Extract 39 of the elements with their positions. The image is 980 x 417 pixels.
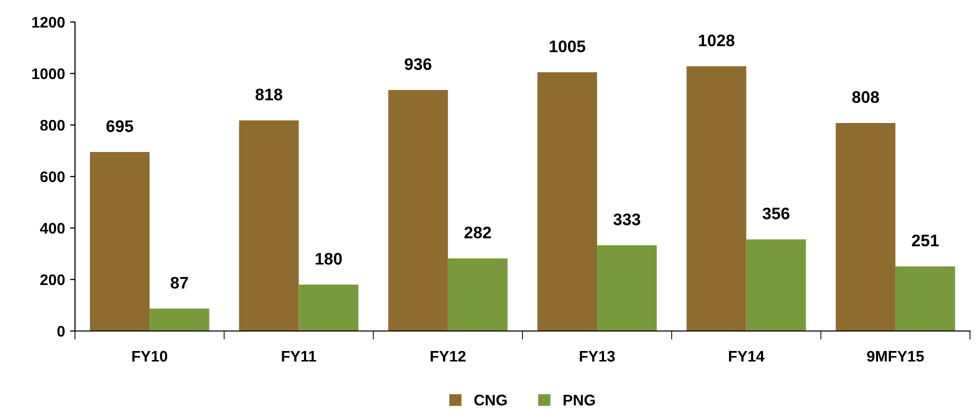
data-label: 282 [464, 226, 491, 238]
legend-label: CNG [474, 394, 507, 406]
x-tick-label: FY11 [282, 351, 316, 362]
bar [388, 90, 448, 331]
x-tick-label: FY13 [580, 350, 615, 362]
data-label: 1028 [698, 34, 734, 46]
y-tick-label: 800 [40, 120, 65, 131]
y-tick-label: 1000 [32, 68, 65, 80]
y-tick-label: 0 [57, 326, 65, 337]
x-tick-label: FY12 [430, 350, 466, 362]
data-label: 180 [316, 252, 342, 265]
data-label: 333 [613, 213, 640, 226]
y-tick-label: 400 [40, 222, 65, 234]
data-label: 251 [912, 234, 939, 246]
legend-label: PNG [564, 394, 595, 406]
x-tick-label: 9MFY15 [867, 350, 924, 362]
y-tick-label: 1200 [32, 16, 65, 28]
bar [895, 266, 956, 331]
bar [686, 66, 746, 331]
data-label: 1005 [550, 40, 586, 52]
bar [597, 245, 657, 331]
bar [448, 258, 508, 331]
x-tick-label: FY14 [729, 351, 764, 362]
x-tick-label: FY10 [132, 350, 168, 362]
bar [537, 72, 598, 331]
data-label: 695 [106, 120, 134, 132]
bar [298, 284, 358, 331]
data-label: 818 [256, 88, 282, 100]
bar [239, 120, 299, 331]
bar [836, 122, 896, 331]
data-label: 808 [852, 91, 879, 103]
y-tick-label: 200 [40, 274, 65, 286]
data-label: 356 [762, 208, 790, 220]
y-tick-label: 600 [40, 171, 65, 182]
data-label: 936 [404, 58, 432, 70]
data-label: 87 [170, 276, 188, 289]
bar [746, 239, 806, 331]
bar [90, 152, 150, 331]
bar [150, 308, 210, 331]
